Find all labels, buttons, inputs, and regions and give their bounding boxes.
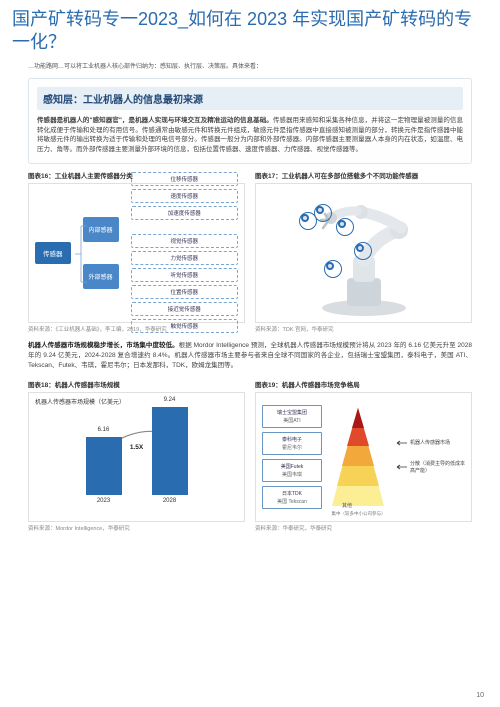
arrow-top-text: 机器人传感器市场 [410, 439, 450, 446]
leaf: 位移传感器 [131, 172, 238, 186]
competitor-list: 瑞士宝盟集团 美国ATI 泰科电子 霍尼韦尔 美国Futek 美国韦琪 日本TD… [262, 405, 322, 509]
fig18-source: 资料来源：Mordor Intelligence，华泰研究 [28, 524, 245, 532]
comp-right: 机器人传感器市场 分散（消费主导的低成本高产能） [395, 439, 465, 474]
arc-label: 1.5X [130, 444, 143, 451]
concentration-triangle: 其他 集中（较多中小公司参与） [328, 399, 389, 515]
section-text: 传感器是机器人的"感知器官"，是机器人实现与环境交互及精准运动的信息基础。传感器… [37, 116, 463, 155]
robot-arm-illustration [256, 184, 471, 322]
fig17-caption: 图表17：工业机器人可在多部位搭载多个不同功能传感器 [255, 170, 472, 180]
comp-t2: 美国 Tekscan [267, 498, 317, 505]
competition-diagram: 瑞士宝盟集团 美国ATI 泰科电子 霍尼韦尔 美国Futek 美国韦琪 日本TD… [256, 393, 471, 521]
comp-t2: 霍尼韦尔 [267, 444, 317, 451]
comp-item: 泰科电子 霍尼韦尔 [262, 432, 322, 455]
sensor-dot [356, 244, 364, 252]
sensor-dot [326, 262, 334, 270]
arrow-icon [395, 440, 407, 446]
page-number: 10 [476, 692, 484, 699]
comp-t1: 日本TDK [267, 490, 317, 497]
figure-16: 图表16：工业机器人主要传感器分类 传感器 内部感器 外部感器 位移传感器 速度… [28, 170, 245, 333]
bar-value: 9.24 [152, 397, 188, 403]
tree-mid-internal: 内部感器 [83, 217, 119, 242]
leaf: 视觉传感器 [131, 234, 238, 248]
leaf: 听觉传感器 [131, 268, 238, 282]
leaf-group-top: 位移传感器 速度传感器 加速度传感器 [131, 172, 238, 220]
bar-xlabel: 2028 [163, 498, 176, 504]
comp-t1: 瑞士宝盟集团 [267, 409, 317, 416]
intro-overlap-text: …功能路网…可以将工业机器人核心部件归纳为：感知层、执行层、决策层。具体来看： [28, 63, 472, 72]
arrow-top: 机器人传感器市场 [395, 439, 465, 446]
leaf: 位置传感器 [131, 285, 238, 299]
comp-t1: 泰科电子 [267, 436, 317, 443]
figure-18: 图表18：机器人传感器市场规模 机器人传感器市场规模（亿美元） 1.5X 6.1… [28, 379, 245, 532]
fig17-body [255, 183, 472, 323]
fig19-source: 资料来源：华泰研究，华泰研究 [255, 524, 472, 532]
bar: 9.24 [152, 407, 188, 495]
arrow-bot: 分散（消费主导的低成本高产能） [395, 460, 465, 474]
page-title: 国产矿转码专一2023_如何在 2023 年实现国产矿转码的专一化？ [0, 0, 500, 59]
comp-t1: 美国Futek [267, 463, 317, 470]
section-box: 感知层：工业机器人的信息最初来源 传感器是机器人的"感知器官"，是机器人实现与环… [28, 78, 472, 164]
figure-17: 图表17：工业机器人可在多部位搭载多个不同功能传感器 [255, 170, 472, 333]
fig18-body: 机器人传感器市场规模（亿美元） 1.5X 6.16 2023 9.24 [28, 392, 245, 522]
market-paragraph: 机器人传感器市场规模稳步增长，市场集中度较低。根据 Mordor Intelli… [28, 341, 472, 371]
tree-root: 传感器 [35, 242, 71, 264]
bar-chart: 1.5X 6.16 2023 9.24 2028 [29, 406, 244, 506]
triangle-label: 其他 [342, 502, 352, 509]
bar: 6.16 [86, 437, 122, 495]
figure-19: 图表19：机器人传感器市场竞争格局 瑞士宝盟集团 美国ATI 泰科电子 霍尼韦尔… [255, 379, 472, 532]
leaf: 速度传感器 [131, 189, 238, 203]
bar-xlabel: 2023 [97, 498, 110, 504]
sensor-dot [316, 206, 324, 214]
sensor-dot [338, 220, 346, 228]
leaf: 加速度传感器 [131, 206, 238, 220]
comp-t2: 美国韦琪 [267, 471, 317, 478]
triangle-note: 集中（较多中小公司参与） [330, 511, 387, 517]
figure-row-1: 图表16：工业机器人主要传感器分类 传感器 内部感器 外部感器 位移传感器 速度… [28, 170, 472, 333]
fig17-source: 资料来源：TDK 官网，华泰研究 [255, 325, 472, 333]
bar-2023: 6.16 2023 [86, 437, 122, 504]
section-heading: 感知层：工业机器人的信息最初来源 [37, 87, 463, 110]
fig16-body: 传感器 内部感器 外部感器 位移传感器 速度传感器 加速度传感器 [28, 183, 245, 323]
sensor-dot [301, 214, 309, 222]
arrow-icon [395, 464, 407, 470]
figure-row-2: 图表18：机器人传感器市场规模 机器人传感器市场规模（亿美元） 1.5X 6.1… [28, 379, 472, 532]
triangle-svg [328, 402, 388, 512]
para-bold: 机器人传感器市场规模稳步增长，市场集中度较低。 [28, 342, 179, 349]
comp-item: 美国Futek 美国韦琪 [262, 459, 322, 482]
leaf: 接近觉传感器 [131, 302, 238, 316]
bar-value: 6.16 [86, 427, 122, 433]
bar-2028: 9.24 2028 [152, 407, 188, 504]
fig19-body: 瑞士宝盟集团 美国ATI 泰科电子 霍尼韦尔 美国Futek 美国韦琪 日本TD… [255, 392, 472, 522]
fig19-caption: 图表19：机器人传感器市场竞争格局 [255, 379, 472, 389]
fig18-chart-title: 机器人传感器市场规模（亿美元） [29, 393, 244, 406]
leaf-group-bot: 视觉传感器 力觉传感器 听觉传感器 位置传感器 接近觉传感器 触觉传感器 [131, 234, 238, 333]
section-text-bold: 传感器是机器人的"感知器官"，是机器人实现与环境交互及精准运动的信息基础。 [37, 117, 273, 124]
fig18-caption: 图表18：机器人传感器市场规模 [28, 379, 245, 389]
leaf: 触觉传感器 [131, 319, 238, 333]
comp-item: 瑞士宝盟集团 美国ATI [262, 405, 322, 428]
leaf: 力觉传感器 [131, 251, 238, 265]
arrow-bot-text: 分散（消费主导的低成本高产能） [410, 460, 465, 474]
comp-t2: 美国ATI [267, 417, 317, 424]
sensor-tree: 传感器 内部感器 外部感器 位移传感器 速度传感器 加速度传感器 [29, 184, 244, 322]
tree-mid-external: 外部感器 [83, 264, 119, 289]
comp-item: 日本TDK 美国 Tekscan [262, 486, 322, 509]
